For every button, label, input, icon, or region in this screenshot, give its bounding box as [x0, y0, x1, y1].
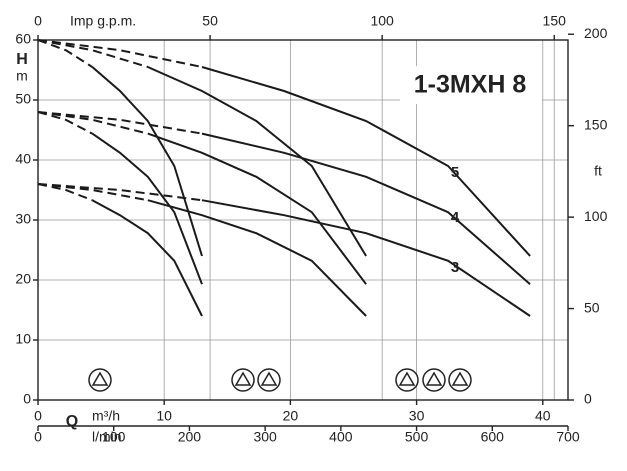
pump-curve — [201, 66, 531, 257]
x-tick-label: 0 — [34, 408, 42, 424]
curve-label: 4 — [451, 209, 460, 226]
x2-tick-label: 300 — [253, 429, 277, 445]
y2-tick-label: 50 — [584, 299, 600, 315]
curve-label: 3 — [451, 259, 459, 276]
y-tick-label: 10 — [15, 331, 31, 347]
y2-tick-label: 0 — [584, 391, 592, 407]
x3-unit: Imp g.p.m. — [70, 13, 136, 29]
pump-symbol-triangle — [260, 371, 278, 386]
x3-tick-label: 150 — [543, 13, 567, 29]
pump-curve — [37, 111, 203, 135]
x3-tick-label: 0 — [34, 13, 42, 29]
pump-curve — [91, 66, 203, 257]
y-tick-label: 30 — [15, 211, 31, 227]
pump-symbol-triangle — [425, 371, 443, 386]
pump-symbol-triangle — [234, 371, 252, 386]
chart-title: 1-3MXH 8 — [414, 71, 527, 99]
pump-curve — [37, 111, 93, 135]
y-label: H — [16, 51, 28, 68]
x2-tick-label: 400 — [329, 429, 353, 445]
pump-curve — [37, 183, 148, 202]
pump-curve — [201, 199, 531, 317]
pump-symbol-triangle — [451, 371, 469, 386]
pump-curve — [91, 199, 203, 317]
pump-curve — [37, 39, 149, 68]
pump-curve — [91, 132, 203, 285]
y-tick-label: 50 — [15, 91, 31, 107]
x-tick-label: 10 — [156, 408, 172, 424]
x3-tick-label: 100 — [370, 13, 394, 29]
pump-curve — [37, 39, 203, 68]
x-label: Q — [66, 413, 78, 430]
x2-tick-label: 600 — [481, 429, 505, 445]
pump-curve — [37, 39, 93, 68]
x-unit: m³/h — [92, 408, 120, 424]
y-tick-label: 40 — [15, 151, 31, 167]
y-tick-label: 20 — [15, 271, 31, 287]
title-box — [400, 66, 542, 104]
x2-tick-label: 200 — [178, 429, 202, 445]
pump-symbol-triangle — [398, 371, 416, 386]
x3-tick-label: 50 — [202, 13, 218, 29]
curve-label: 5 — [451, 164, 459, 181]
x-tick-label: 30 — [409, 408, 425, 424]
pump-curve — [37, 183, 93, 202]
pump-curve — [37, 183, 203, 202]
y-unit: m — [16, 68, 28, 84]
x-tick-label: 20 — [283, 408, 299, 424]
pump-curve — [147, 66, 367, 257]
x2-unit: l/min — [92, 429, 122, 445]
y2-tick-label: 100 — [584, 208, 608, 224]
pump-curve — [147, 199, 367, 317]
pump-curve — [37, 111, 149, 135]
y2-unit: ft — [594, 163, 602, 179]
pump-curve — [201, 132, 531, 285]
x2-tick-label: 500 — [405, 429, 429, 445]
y-tick-label: 60 — [15, 31, 31, 47]
x2-tick-label: 0 — [34, 429, 42, 445]
x-tick-label: 40 — [535, 408, 551, 424]
x2-tick-label: 100 — [102, 429, 126, 445]
y2-tick-label: 150 — [584, 116, 608, 132]
x2-tick-label: 700 — [556, 429, 580, 445]
y2-tick-label: 200 — [584, 25, 608, 41]
y-tick-label: 0 — [23, 391, 31, 407]
pump-symbol-triangle — [91, 371, 109, 386]
pump-curve — [147, 132, 367, 285]
